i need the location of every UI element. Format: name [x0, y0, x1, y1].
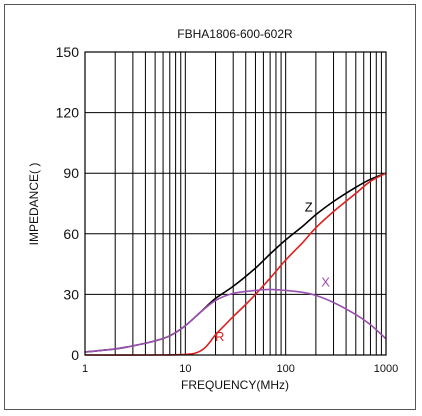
x-tick-label: 1000 [374, 363, 398, 375]
series-lines [84, 172, 387, 356]
series-label-z: Z [305, 200, 313, 215]
plot-area-border [84, 51, 387, 356]
y-tick-label: 60 [63, 226, 79, 242]
y-tick-label: 0 [71, 347, 79, 363]
y-tick-label: 120 [56, 105, 80, 121]
y-axis-label: IMPEDANCE( ) [27, 163, 41, 246]
y-tick-label: 90 [63, 165, 79, 181]
x-tick-labels: 1 10 100 1000 [82, 363, 398, 375]
series-line-z [84, 172, 387, 353]
x-axis-label: FREQUENCY(MHz) [181, 378, 289, 392]
grid-lines [84, 51, 386, 356]
x-tick-label: 10 [179, 363, 191, 375]
y-tick-label: 30 [63, 286, 79, 302]
x-tick-label: 1 [82, 363, 88, 375]
series-label-x: X [321, 274, 330, 289]
series-line-x [84, 288, 387, 353]
y-tick-label: 150 [56, 44, 80, 60]
x-tick-label: 100 [276, 363, 294, 375]
y-tick-labels: 0 30 60 90 120 150 [56, 44, 80, 363]
chart-title: FBHA1806-600-602R [177, 27, 293, 41]
series-labels: Z R X [215, 200, 330, 344]
series-label-r: R [215, 329, 224, 344]
series-line-r [84, 172, 387, 356]
